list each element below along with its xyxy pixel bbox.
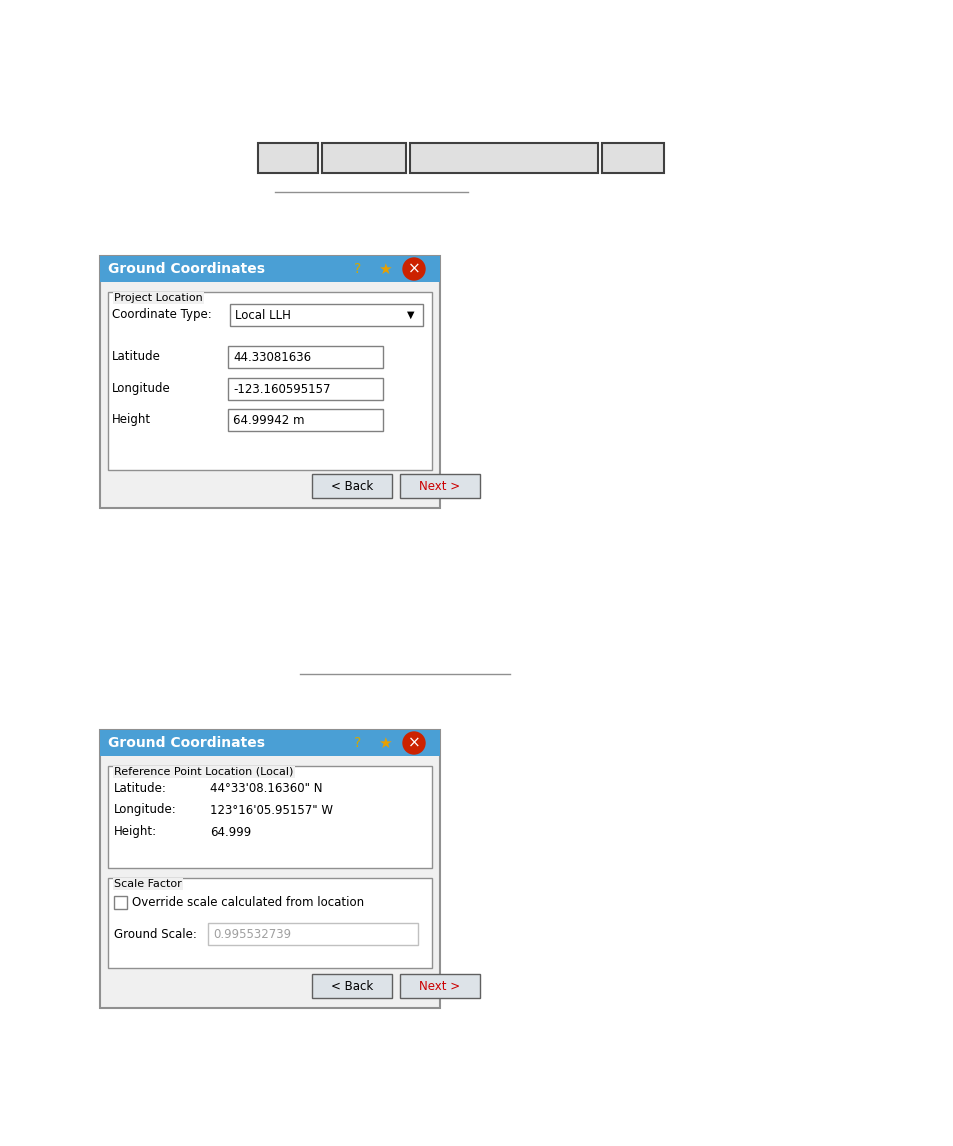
Text: Latitude: Latitude [112,350,161,362]
Text: Ground Coordinates: Ground Coordinates [108,262,265,276]
FancyBboxPatch shape [113,896,127,909]
FancyBboxPatch shape [228,346,382,368]
Text: Latitude:: Latitude: [113,782,167,794]
Text: 0.995532739: 0.995532739 [213,927,291,941]
Text: 64.99942 m: 64.99942 m [233,414,304,426]
FancyBboxPatch shape [108,878,432,968]
Text: 123°16'05.95157" W: 123°16'05.95157" W [210,803,333,816]
Text: Coordinate Type:: Coordinate Type: [112,307,212,321]
FancyBboxPatch shape [230,304,422,325]
FancyBboxPatch shape [312,474,392,499]
Text: ★: ★ [377,261,392,276]
Text: Ground Coordinates: Ground Coordinates [108,736,265,749]
FancyBboxPatch shape [601,143,663,173]
Text: -123.160595157: -123.160595157 [233,383,330,395]
Text: ×: × [407,736,420,751]
FancyBboxPatch shape [208,923,417,945]
Text: 44°33'08.16360" N: 44°33'08.16360" N [210,782,322,794]
Text: ★: ★ [377,736,392,751]
FancyBboxPatch shape [322,143,406,173]
FancyBboxPatch shape [399,474,479,499]
Text: < Back: < Back [331,980,373,992]
Text: Reference Point Location (Local): Reference Point Location (Local) [113,767,294,777]
FancyBboxPatch shape [100,730,439,756]
FancyBboxPatch shape [410,143,598,173]
Text: 64.999: 64.999 [210,825,251,839]
FancyBboxPatch shape [108,292,432,470]
Text: ×: × [407,261,420,276]
Text: ?: ? [354,262,361,276]
FancyBboxPatch shape [312,974,392,998]
Text: < Back: < Back [331,479,373,493]
Text: Project Location: Project Location [113,293,203,303]
FancyBboxPatch shape [257,143,317,173]
Text: Next >: Next > [419,980,460,992]
FancyBboxPatch shape [108,766,432,868]
Text: Ground Scale:: Ground Scale: [113,927,196,941]
FancyBboxPatch shape [100,730,439,1008]
Text: Override scale calculated from location: Override scale calculated from location [132,895,364,909]
Text: ▼: ▼ [407,311,415,320]
Text: Local LLH: Local LLH [234,308,291,322]
FancyBboxPatch shape [399,974,479,998]
Text: Next >: Next > [419,479,460,493]
Text: Height: Height [112,413,151,425]
Text: Longitude: Longitude [112,382,171,394]
Text: Longitude:: Longitude: [113,803,176,816]
FancyBboxPatch shape [228,409,382,431]
FancyBboxPatch shape [100,256,439,508]
Circle shape [402,732,424,754]
Text: Scale Factor: Scale Factor [113,879,182,889]
Text: 44.33081636: 44.33081636 [233,351,311,363]
Circle shape [402,258,424,280]
Text: Height:: Height: [113,825,157,839]
FancyBboxPatch shape [100,256,439,282]
FancyBboxPatch shape [228,378,382,400]
Text: ?: ? [354,736,361,749]
